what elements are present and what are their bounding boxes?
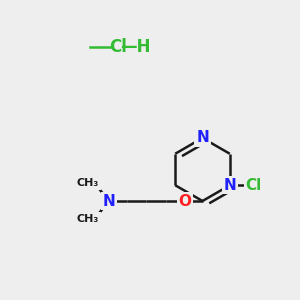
Text: CH₃: CH₃ (77, 178, 99, 188)
Text: CH₃: CH₃ (77, 214, 99, 224)
Text: Cl: Cl (110, 38, 128, 56)
Text: —H: —H (120, 38, 150, 56)
Text: Cl: Cl (246, 178, 262, 193)
Text: N: N (196, 130, 209, 146)
Text: N: N (224, 178, 236, 193)
Text: O: O (178, 194, 192, 208)
Text: N: N (103, 194, 116, 208)
